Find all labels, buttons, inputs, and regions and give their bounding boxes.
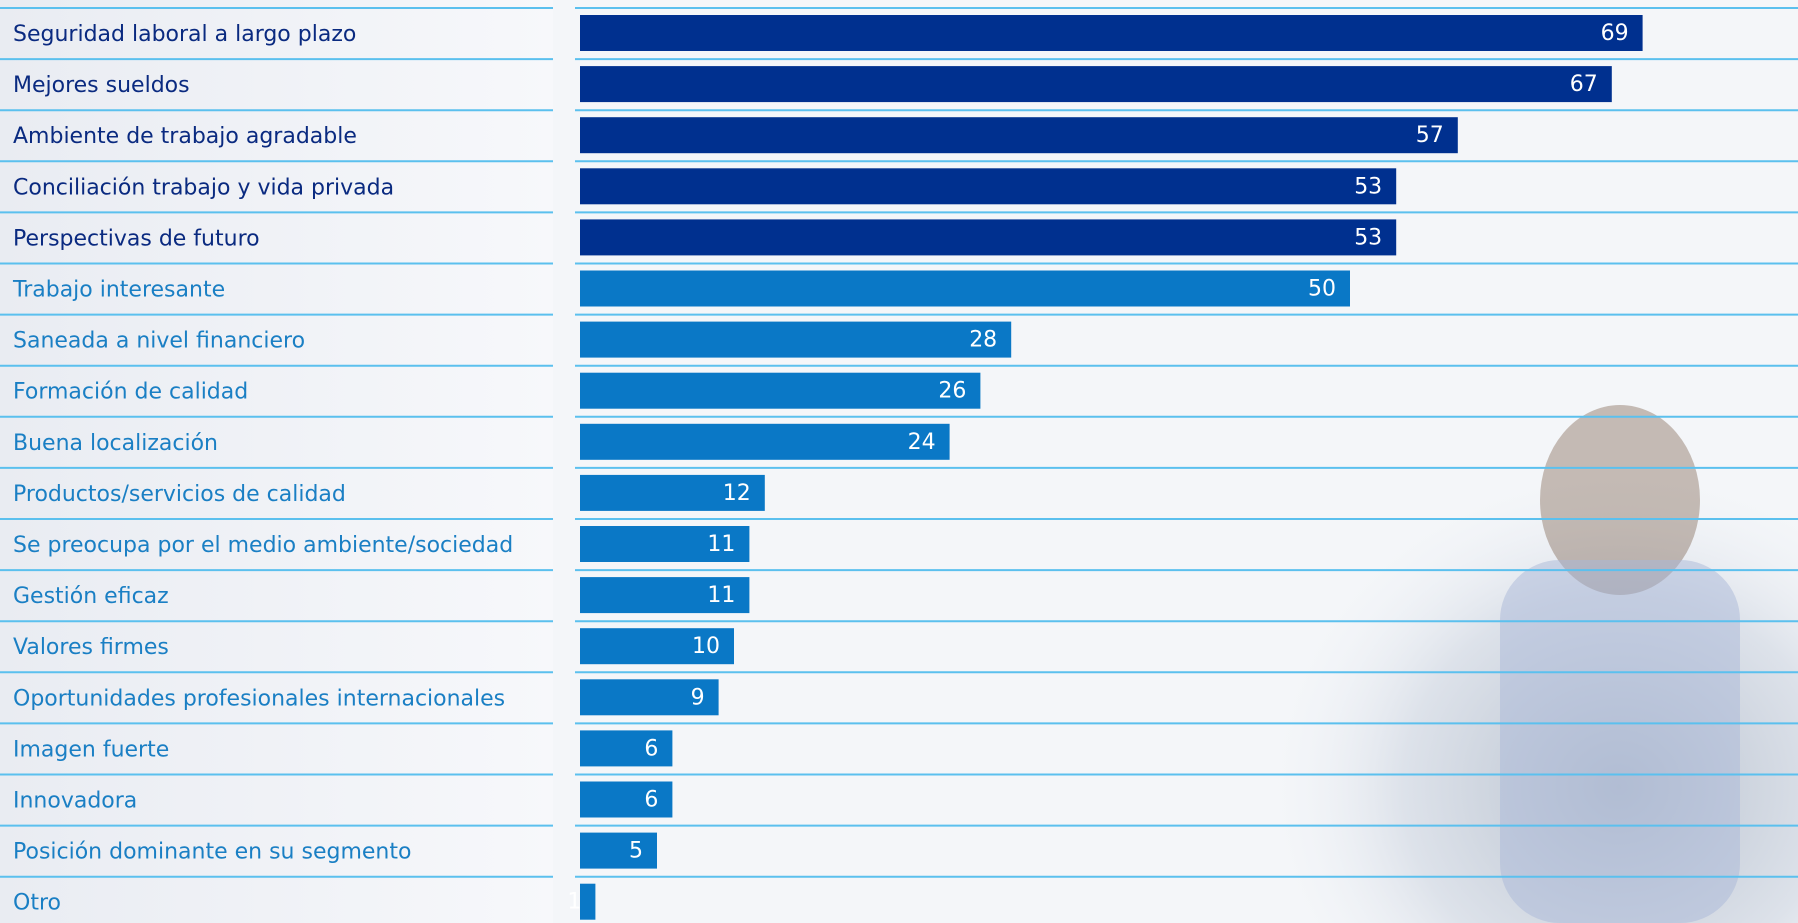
bar bbox=[580, 883, 596, 920]
value-label: 11 bbox=[707, 583, 735, 608]
category-label: Se preocupa por el medio ambiente/socied… bbox=[13, 533, 513, 558]
bar bbox=[580, 66, 1612, 103]
bar bbox=[580, 526, 750, 562]
value-label: 6 bbox=[644, 788, 658, 813]
value-label: 69 bbox=[1601, 21, 1629, 46]
value-label: 24 bbox=[908, 430, 936, 455]
category-label: Posición dominante en su segmento bbox=[13, 840, 411, 865]
bar bbox=[580, 15, 1643, 51]
value-label: 28 bbox=[969, 328, 997, 353]
category-label: Saneada a nivel financiero bbox=[13, 329, 305, 354]
category-label: Formación de calidad bbox=[13, 380, 248, 405]
value-label: 57 bbox=[1416, 123, 1444, 148]
photo-figure bbox=[1540, 405, 1700, 595]
value-label: 5 bbox=[629, 839, 643, 864]
value-label: 11 bbox=[707, 532, 735, 557]
bar bbox=[580, 117, 1458, 154]
bar bbox=[580, 730, 673, 767]
photo-figure bbox=[1500, 560, 1740, 923]
bar bbox=[580, 321, 1012, 358]
category-label: Imagen fuerte bbox=[13, 737, 169, 762]
value-label: 10 bbox=[692, 634, 720, 659]
category-label: Otro bbox=[13, 891, 61, 916]
bar bbox=[580, 628, 734, 665]
category-label: Trabajo interesante bbox=[12, 278, 225, 303]
value-label: 26 bbox=[938, 379, 966, 404]
value-label: 6 bbox=[644, 736, 658, 761]
value-label: 1 bbox=[567, 890, 581, 915]
label-panel bbox=[0, 0, 553, 923]
category-label: Gestión eficaz bbox=[13, 584, 169, 609]
bar bbox=[580, 219, 1397, 256]
category-label: Oportunidades profesionales internaciona… bbox=[13, 686, 505, 711]
category-label: Ambiente de trabajo agradable bbox=[13, 124, 357, 149]
category-label: Buena localización bbox=[13, 431, 218, 456]
bar bbox=[580, 474, 765, 511]
bar bbox=[580, 781, 673, 818]
category-label: Valores firmes bbox=[13, 635, 169, 660]
value-label: 53 bbox=[1354, 225, 1382, 250]
category-label: Seguridad laboral a largo plazo bbox=[13, 22, 356, 47]
category-label: Productos/servicios de calidad bbox=[13, 482, 346, 507]
bar bbox=[580, 270, 1350, 307]
bar bbox=[580, 832, 657, 869]
bar bbox=[580, 372, 981, 409]
bar bbox=[580, 423, 950, 460]
value-label: 67 bbox=[1570, 72, 1598, 97]
bar bbox=[580, 577, 750, 614]
value-label: 9 bbox=[691, 685, 705, 710]
bar bbox=[580, 168, 1397, 205]
category-label: Conciliación trabajo y vida privada bbox=[13, 175, 394, 200]
value-label: 12 bbox=[723, 481, 751, 506]
category-label: Innovadora bbox=[13, 789, 137, 814]
category-label: Perspectivas de futuro bbox=[13, 226, 260, 251]
category-label: Mejores sueldos bbox=[13, 73, 190, 98]
value-label: 50 bbox=[1308, 277, 1336, 302]
bar bbox=[580, 679, 719, 716]
value-label: 53 bbox=[1354, 174, 1382, 199]
